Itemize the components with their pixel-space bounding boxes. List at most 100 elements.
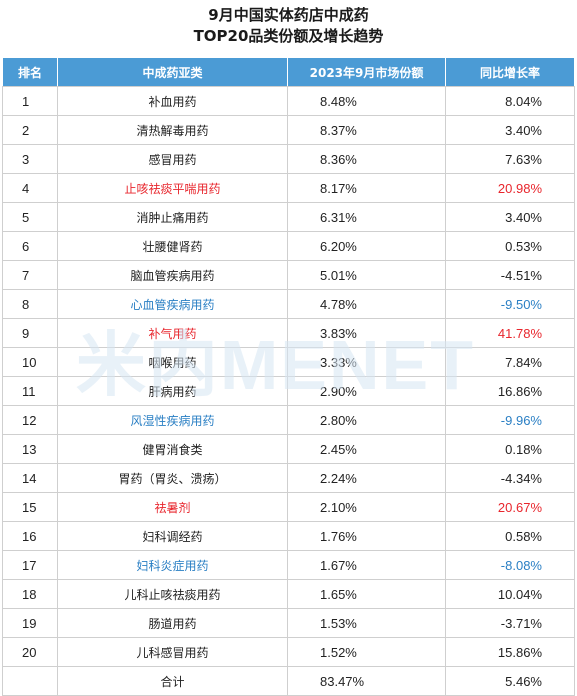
share-cell: 3.33% — [287, 347, 446, 377]
share-cell: 4.78% — [287, 289, 446, 319]
category-cell: 心血管疾病用药 — [57, 289, 288, 319]
share-cell: 8.17% — [287, 173, 446, 203]
rank-cell: 10 — [2, 347, 58, 377]
table-row: 7 脑血管疾病用药 5.01% -4.51% — [2, 260, 575, 290]
table-row: 2 清热解毒用药 8.37% 3.40% — [2, 115, 575, 145]
rank-cell: 18 — [2, 579, 58, 609]
rank-cell: 3 — [2, 144, 58, 174]
share-cell: 8.48% — [287, 86, 446, 116]
rank-cell: 11 — [2, 376, 58, 406]
rank-cell: 8 — [2, 289, 58, 319]
share-cell: 8.36% — [287, 144, 446, 174]
rank-cell: 12 — [2, 405, 58, 435]
category-cell: 感冒用药 — [57, 144, 288, 174]
table-row: 19 肠道用药 1.53% -3.71% — [2, 608, 575, 638]
total-share: 83.47% — [287, 666, 446, 696]
share-cell: 1.76% — [287, 521, 446, 551]
growth-cell: -4.34% — [445, 463, 575, 493]
category-cell: 胃药（胃炎、溃疡） — [57, 463, 288, 493]
category-cell: 补血用药 — [57, 86, 288, 116]
table-row: 3 感冒用药 8.36% 7.63% — [2, 144, 575, 174]
table-row: 5 消肿止痛用药 6.31% 3.40% — [2, 202, 575, 232]
growth-cell: 10.04% — [445, 579, 575, 609]
growth-cell: -9.50% — [445, 289, 575, 319]
rank-cell: 9 — [2, 318, 58, 348]
share-cell: 6.20% — [287, 231, 446, 261]
growth-cell: 0.18% — [445, 434, 575, 464]
category-cell: 妇科炎症用药 — [57, 550, 288, 580]
header-share: 2023年9月市场份额 — [287, 57, 446, 87]
share-cell: 2.90% — [287, 376, 446, 406]
category-cell: 肝病用药 — [57, 376, 288, 406]
table-row: 20 儿科感冒用药 1.52% 15.86% — [2, 637, 575, 667]
header-growth: 同比增长率 — [445, 57, 575, 87]
top20-table: 排名 中成药亚类 2023年9月市场份额 同比增长率 1 补血用药 8.48% 8.0… — [2, 57, 575, 696]
category-cell: 妇科调经药 — [57, 521, 288, 551]
category-cell: 咽喉用药 — [57, 347, 288, 377]
growth-cell: 8.04% — [445, 86, 575, 116]
category-cell: 脑血管疾病用药 — [57, 260, 288, 290]
total-row: 合计 83.47% 5.46% — [2, 666, 575, 696]
table-row: 4 止咳祛痰平喘用药 8.17% 20.98% — [2, 173, 575, 203]
rank-cell: 5 — [2, 202, 58, 232]
growth-cell: 41.78% — [445, 318, 575, 348]
share-cell: 2.80% — [287, 405, 446, 435]
rank-cell: 7 — [2, 260, 58, 290]
total-growth: 5.46% — [445, 666, 575, 696]
category-cell: 清热解毒用药 — [57, 115, 288, 145]
growth-cell: 3.40% — [445, 202, 575, 232]
growth-cell: -9.96% — [445, 405, 575, 435]
share-cell: 3.83% — [287, 318, 446, 348]
table-row: 17 妇科炎症用药 1.67% -8.08% — [2, 550, 575, 580]
category-cell: 肠道用药 — [57, 608, 288, 638]
share-cell: 5.01% — [287, 260, 446, 290]
share-cell: 1.65% — [287, 579, 446, 609]
table-title-line2: TOP20品类份额及增长趋势 — [193, 27, 384, 45]
header-row: 排名 中成药亚类 2023年9月市场份额 同比增长率 — [2, 57, 575, 87]
rank-cell: 19 — [2, 608, 58, 638]
growth-cell: 16.86% — [445, 376, 575, 406]
growth-cell: 0.53% — [445, 231, 575, 261]
share-cell: 2.45% — [287, 434, 446, 464]
table-row: 6 壮腰健肾药 6.20% 0.53% — [2, 231, 575, 261]
growth-cell: 20.67% — [445, 492, 575, 522]
category-cell: 儿科止咳祛痰用药 — [57, 579, 288, 609]
share-cell: 1.67% — [287, 550, 446, 580]
table-row: 9 补气用药 3.83% 41.78% — [2, 318, 575, 348]
table-row: 12 风湿性疾病用药 2.80% -9.96% — [2, 405, 575, 435]
total-rank-cell — [2, 666, 58, 696]
rank-cell: 17 — [2, 550, 58, 580]
table-row: 16 妇科调经药 1.76% 0.58% — [2, 521, 575, 551]
rank-cell: 2 — [2, 115, 58, 145]
growth-cell: -8.08% — [445, 550, 575, 580]
rank-cell: 15 — [2, 492, 58, 522]
growth-cell: -3.71% — [445, 608, 575, 638]
share-cell: 8.37% — [287, 115, 446, 145]
table-row: 18 儿科止咳祛痰用药 1.65% 10.04% — [2, 579, 575, 609]
category-cell: 止咳祛痰平喘用药 — [57, 173, 288, 203]
table-row: 10 咽喉用药 3.33% 7.84% — [2, 347, 575, 377]
rank-cell: 20 — [2, 637, 58, 667]
category-cell: 健胃消食类 — [57, 434, 288, 464]
rank-cell: 13 — [2, 434, 58, 464]
rank-cell: 4 — [2, 173, 58, 203]
share-cell: 1.52% — [287, 637, 446, 667]
table-row: 11 肝病用药 2.90% 16.86% — [2, 376, 575, 406]
growth-cell: 15.86% — [445, 637, 575, 667]
header-category: 中成药亚类 — [57, 57, 288, 87]
rank-cell: 16 — [2, 521, 58, 551]
growth-cell: -4.51% — [445, 260, 575, 290]
category-cell: 风湿性疾病用药 — [57, 405, 288, 435]
table-title-line1: 9月中国实体药店中成药 — [208, 6, 369, 24]
header-rank: 排名 — [2, 57, 58, 87]
rank-cell: 6 — [2, 231, 58, 261]
growth-cell: 3.40% — [445, 115, 575, 145]
table-row: 15 祛暑剂 2.10% 20.67% — [2, 492, 575, 522]
category-cell: 儿科感冒用药 — [57, 637, 288, 667]
growth-cell: 20.98% — [445, 173, 575, 203]
rank-cell: 1 — [2, 86, 58, 116]
share-cell: 6.31% — [287, 202, 446, 232]
share-cell: 2.24% — [287, 463, 446, 493]
category-cell: 祛暑剂 — [57, 492, 288, 522]
table-row: 1 补血用药 8.48% 8.04% — [2, 86, 575, 116]
